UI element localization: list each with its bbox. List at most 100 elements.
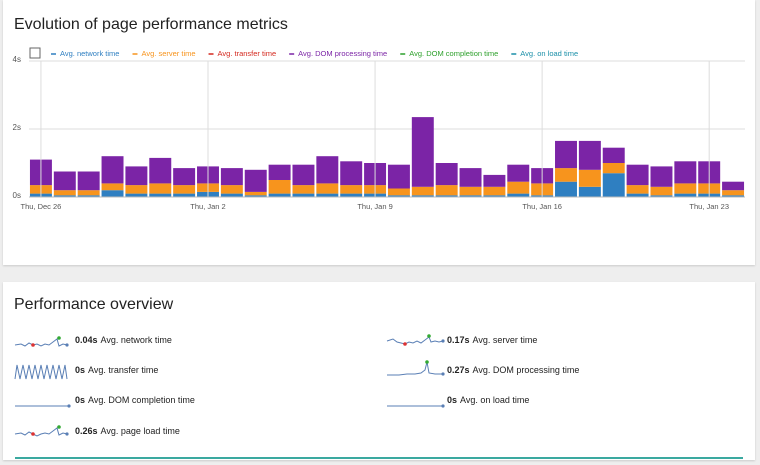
sparkline <box>14 338 68 347</box>
bar-segment <box>53 171 76 191</box>
bar-segment <box>435 185 458 196</box>
bar-segment <box>149 193 172 197</box>
metric: 0.04s Avg. network time <box>75 335 172 345</box>
bar-segment <box>220 168 243 186</box>
bar-segment <box>459 195 482 197</box>
metric: 0s Avg. on load time <box>447 395 529 405</box>
metric-value: 0s <box>75 365 85 375</box>
max-dot <box>57 425 61 429</box>
last-dot <box>65 343 69 347</box>
bar-segment <box>387 164 410 189</box>
last-dot <box>441 372 445 376</box>
min-dot <box>403 342 407 346</box>
bar-segment <box>316 183 339 194</box>
bar-segment <box>244 191 267 196</box>
bar-segment <box>483 195 506 197</box>
metric-label: Avg. on load time <box>460 395 529 405</box>
x-tick-label: Thu, Jan 23 <box>689 202 729 211</box>
overview: Performance overview 0.04s Avg. network t… <box>14 296 743 459</box>
bar-segment <box>340 161 363 186</box>
bar-segment <box>268 193 291 197</box>
sparkline <box>14 364 68 380</box>
bar-segment <box>555 181 577 197</box>
spark-dots <box>31 334 445 436</box>
bar-segment <box>292 185 315 194</box>
bar-segment <box>507 181 530 194</box>
bar-segment <box>483 186 506 196</box>
metric-value: 0.27s <box>447 365 470 375</box>
bar-segment <box>77 195 100 197</box>
sparkline <box>387 361 443 376</box>
bar-segment <box>626 164 649 186</box>
overview-card: Performance overview 0.04s Avg. network t… <box>3 282 755 460</box>
bar-segment <box>125 193 148 197</box>
bar-segment <box>578 140 601 170</box>
metric-value: 0s <box>447 395 457 405</box>
bar-segment <box>77 190 100 196</box>
legend-label[interactable]: Avg. server time <box>141 49 195 58</box>
bar-segment <box>411 117 434 187</box>
chart-type-icon[interactable] <box>29 47 41 59</box>
bar-segment <box>292 164 315 186</box>
bar-segment <box>411 195 434 197</box>
bar-segment <box>77 171 100 191</box>
bar-segment <box>340 193 363 197</box>
max-dot <box>427 334 431 338</box>
bar-segment <box>292 193 315 197</box>
bar-segment <box>173 168 196 186</box>
metric: 0s Avg. DOM completion time <box>75 395 195 405</box>
max-dot <box>57 336 61 340</box>
bar-segment <box>387 188 410 196</box>
bar-segment <box>149 157 172 184</box>
bar-segment <box>650 166 673 187</box>
legend-label[interactable]: Avg. DOM processing time <box>298 49 387 58</box>
metric-value: 0s <box>75 395 85 405</box>
bar-segment <box>387 195 410 197</box>
metric-label: Avg. server time <box>473 335 538 345</box>
bar-segment <box>435 163 458 186</box>
legend-label[interactable]: Avg. DOM completion time <box>409 49 498 58</box>
bar-segment <box>507 193 530 197</box>
bar-segment <box>602 147 625 163</box>
bar-segment <box>316 193 339 197</box>
bar-segment <box>674 193 697 197</box>
bar-segment <box>220 193 243 197</box>
chart: Evolution of page performance metrics Av… <box>13 16 745 211</box>
last-dot <box>67 404 71 408</box>
chart-title: Evolution of page performance metrics <box>14 16 288 33</box>
bar-segment <box>220 185 243 194</box>
metric-label: Avg. DOM processing time <box>473 365 580 375</box>
bar-segment <box>483 174 506 187</box>
metric-value: 0.17s <box>447 335 470 345</box>
bar-segment <box>722 190 745 196</box>
bar-segment <box>602 163 625 174</box>
bar-segment <box>650 186 673 196</box>
bar-segment <box>149 183 172 194</box>
bar-segment <box>459 186 482 196</box>
bar-segment <box>602 173 625 197</box>
bar-segment <box>101 156 124 184</box>
bar-segment <box>53 190 76 196</box>
bar-segment <box>411 186 434 196</box>
metric: 0.17s Avg. server time <box>447 335 537 345</box>
bar-segment <box>674 161 697 184</box>
x-tick-label: Thu, Jan 16 <box>522 202 562 211</box>
bar-segment <box>340 185 363 194</box>
sparklines <box>14 336 444 437</box>
legend-label[interactable]: Avg. network time <box>60 49 119 58</box>
bar-segment <box>578 186 601 197</box>
metric-value: 0.26s <box>75 426 98 436</box>
bar-segment <box>125 166 148 186</box>
bar-segment <box>435 195 458 197</box>
last-dot <box>441 404 445 408</box>
y-tick-label: 0s <box>13 191 21 200</box>
metric-label: Avg. transfer time <box>88 365 158 375</box>
evolution-card: Evolution of page performance metrics Av… <box>3 0 755 265</box>
min-dot <box>31 432 35 436</box>
legend-label[interactable]: Avg. transfer time <box>218 49 277 58</box>
bar-segment <box>626 185 649 194</box>
bar-segment <box>53 195 76 197</box>
legend-label[interactable]: Avg. on load time <box>520 49 578 58</box>
bar-segment <box>555 140 577 169</box>
